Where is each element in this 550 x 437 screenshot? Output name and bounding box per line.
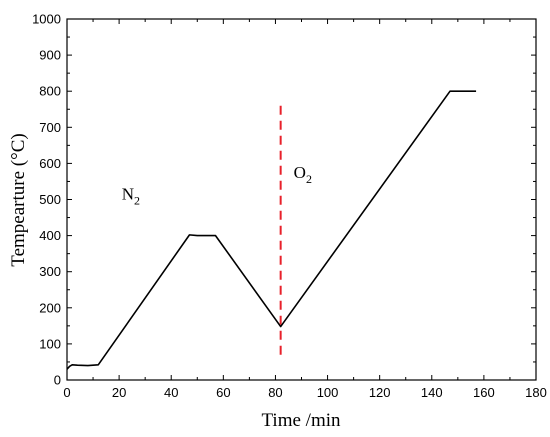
annotation-o2-sub: 2	[306, 172, 312, 186]
x-tick-label: 180	[525, 385, 547, 400]
y-tick-label: 200	[39, 300, 61, 315]
annotation-o2: O2	[294, 163, 312, 186]
x-tick-label: 160	[473, 385, 495, 400]
annotation-n2-sub: 2	[134, 194, 140, 208]
x-tick-label: 40	[164, 385, 178, 400]
y-tick-label: 1000	[32, 12, 61, 27]
tick-labels: 0 20 40 60 80 100 120 140 160 180 0 100 200 300 400 500…	[32, 12, 547, 401]
annotation-o2-text: O	[294, 163, 306, 182]
x-tick-label: 20	[112, 385, 126, 400]
annotation-n2: N2	[122, 185, 140, 208]
x-tick-label: 60	[216, 385, 230, 400]
x-tick-label: 80	[268, 385, 282, 400]
y-tick-label: 0	[54, 373, 61, 388]
temperature-series-line	[66, 90, 477, 370]
y-tick-label: 900	[39, 48, 61, 63]
y-tick-label: 100	[39, 336, 61, 351]
annotation-n2-text: N	[122, 185, 134, 204]
y-tick-label: 400	[39, 228, 61, 243]
y-tick-label: 500	[39, 192, 61, 207]
ticks	[66, 18, 537, 381]
x-tick-label: 100	[317, 385, 339, 400]
y-tick-label: 300	[39, 264, 61, 279]
y-axis-title: Tempearture (°C)	[8, 133, 29, 266]
x-tick-label: 0	[63, 385, 70, 400]
x-tick-label: 140	[421, 385, 443, 400]
y-tick-label: 700	[39, 120, 61, 135]
x-tick-label: 120	[369, 385, 391, 400]
y-tick-label: 600	[39, 156, 61, 171]
y-tick-label: 800	[39, 84, 61, 99]
x-axis-title: Time /min	[261, 410, 341, 431]
